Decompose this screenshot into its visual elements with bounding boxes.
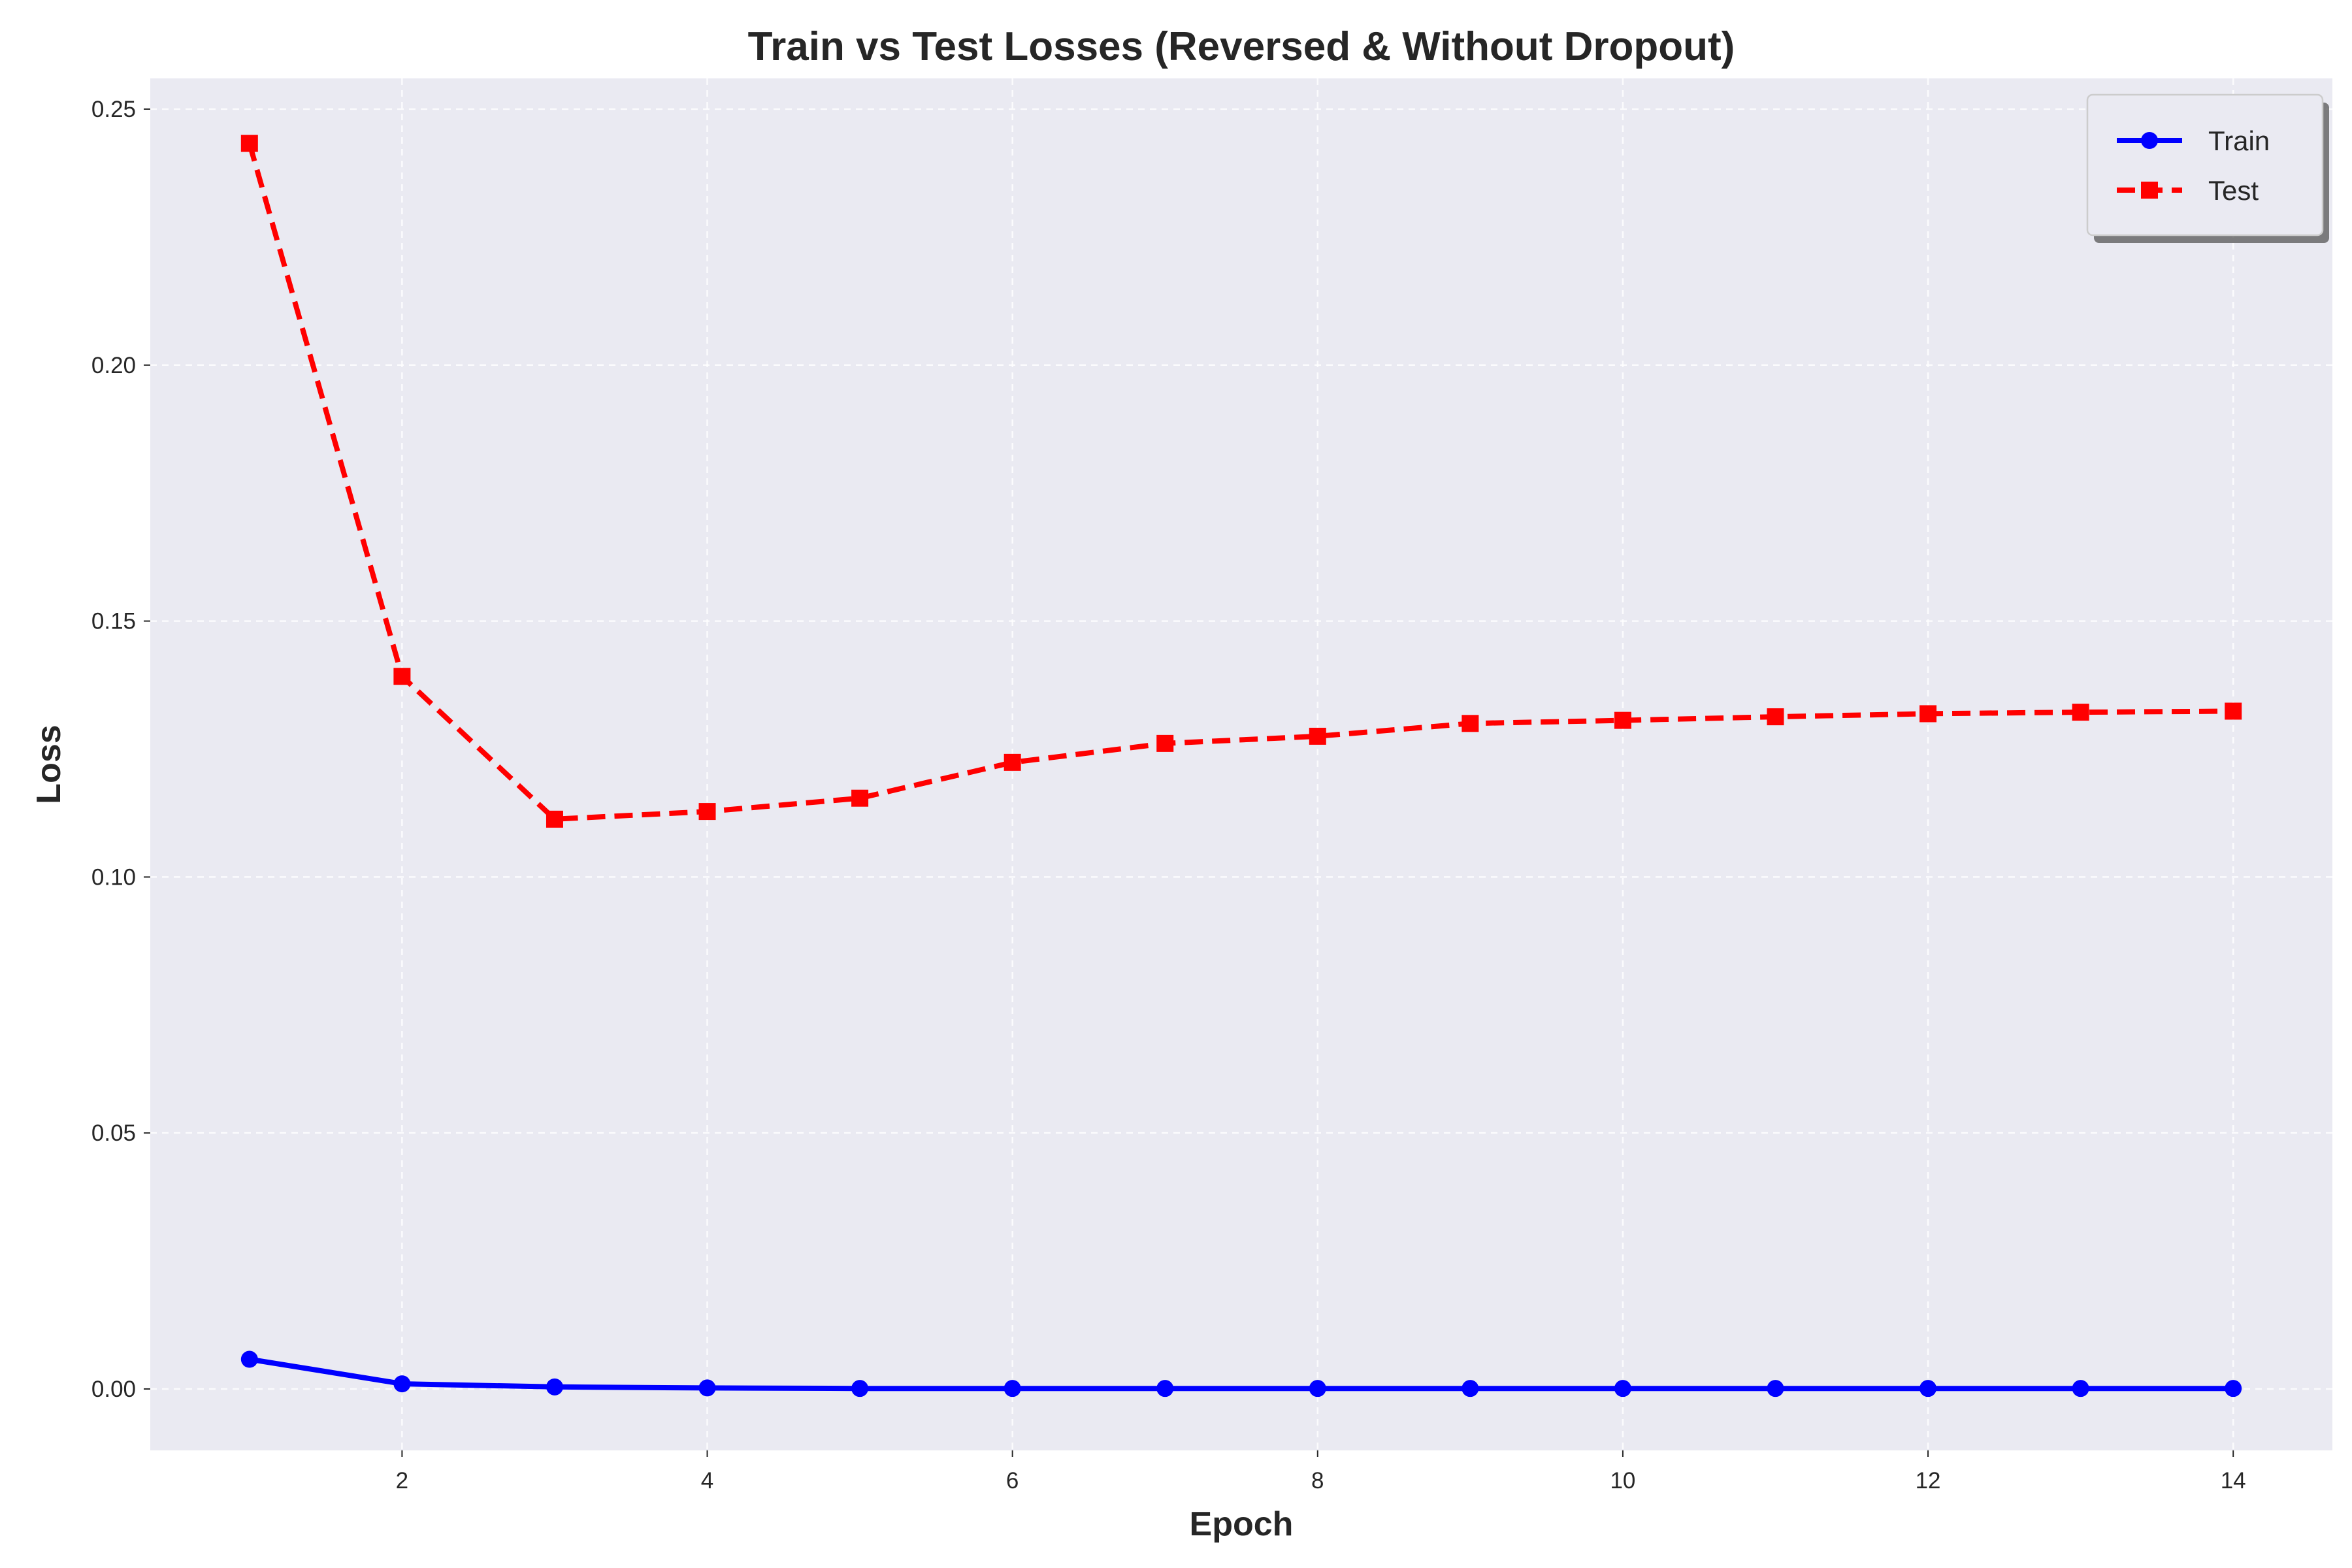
train-point [1919,1380,1937,1397]
test-point [393,668,411,685]
test-point [1004,753,1021,771]
legend-test-marker [2141,182,2158,199]
x-tick-label: 2 [396,1468,408,1494]
y-axis-label: Loss [30,725,68,804]
test-point [1462,715,1479,732]
x-tick-label: 8 [1311,1468,1324,1494]
chart-title: Train vs Test Losses (Reversed & Without… [748,24,1735,69]
y-tick-label: 0.00 [91,1377,136,1402]
x-tick-label: 14 [2221,1468,2246,1494]
x-tick-label: 12 [1916,1468,1941,1494]
test-series [240,135,2242,828]
train-point [698,1379,716,1397]
train-point [851,1380,869,1397]
train-point [1767,1380,1784,1397]
test-point [2072,704,2089,721]
test-point [2225,702,2242,720]
y-tick-label: 0.25 [91,97,136,122]
test-point [1614,711,1631,729]
plot-background [150,78,2332,1450]
train-point [1614,1380,1631,1397]
y-axis-ticks: 0.00 0.05 0.10 0.15 0.20 0.25 [91,97,150,1402]
x-tick-label: 10 [1610,1468,1635,1494]
series-group [240,135,2242,1397]
legend-train-label: Train [2208,125,2270,156]
train-point [2072,1380,2089,1397]
test-point [546,810,563,828]
test-point [240,135,258,152]
train-point [546,1378,563,1396]
test-point [1309,727,1326,745]
train-point [1004,1380,1021,1397]
x-tick-label: 4 [701,1468,713,1494]
train-series [240,1350,2242,1397]
test-point [1919,705,1937,723]
train-point [393,1375,411,1393]
train-point [240,1350,258,1368]
y-tick-label: 0.15 [91,609,136,634]
test-point [851,789,869,807]
y-tick-label: 0.10 [91,864,136,890]
y-tick-label: 0.05 [91,1120,136,1146]
test-point [1156,734,1174,752]
y-tick-label: 0.20 [91,353,136,378]
train-point [1462,1380,1479,1397]
test-point [1767,708,1784,726]
test-line [246,142,2234,822]
x-tick-label: 6 [1006,1468,1019,1494]
legend: Train Test [2086,93,2329,243]
x-axis-label: Epoch [1190,1505,1294,1543]
legend-test-label: Test [2208,175,2259,206]
x-axis-ticks: 2 4 6 8 10 12 14 [396,1450,2246,1494]
legend-box [2086,93,2324,237]
train-point [1309,1380,1326,1397]
train-point [2225,1380,2242,1397]
train-point [1156,1380,1174,1397]
train-line [249,1356,2234,1392]
test-point [698,803,716,821]
legend-train-marker [2141,132,2158,149]
